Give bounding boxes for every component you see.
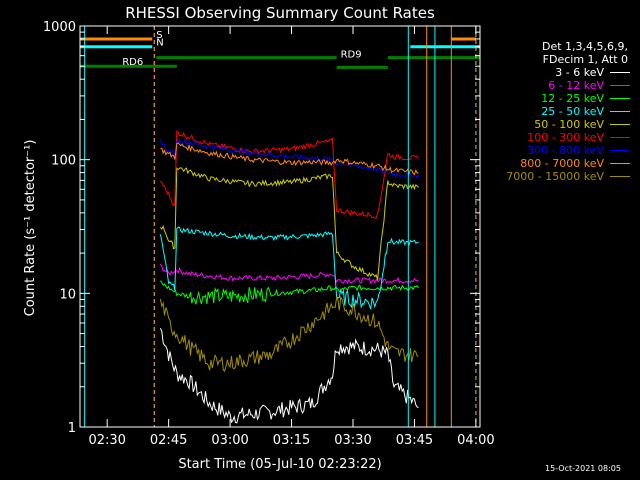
- legend-label-6: 300 - 800 keV: [527, 144, 604, 157]
- legend-label-2: 12 - 25 keV: [541, 92, 604, 105]
- legend-entry-1: 6 - 12 keV: [480, 79, 630, 92]
- x-tick-label-1: 02:45: [150, 433, 187, 448]
- series-line-1: [159, 263, 419, 285]
- legend-entry-7: 800 - 7000 keV: [480, 157, 630, 170]
- legend-entry-0: 3 - 6 keV: [480, 66, 630, 79]
- flag-label-s: S: [156, 30, 162, 41]
- y-axis-label: Count Rate (s⁻¹ detector⁻¹): [23, 140, 38, 317]
- footer-timestamp: 15-Oct-2021 08:05: [545, 464, 621, 473]
- legend: Det 1,3,4,5,6,9, FDecim 1, Att 0 3 - 6 k…: [480, 40, 630, 183]
- flag-label-rd6: RD6: [122, 57, 143, 68]
- y-tick-label-2: 100: [51, 154, 76, 169]
- x-tick-label-5: 03:45: [396, 433, 433, 448]
- legend-swatch-7: [610, 163, 630, 164]
- series-line-2: [159, 280, 419, 305]
- series-line-7: [160, 142, 419, 176]
- legend-swatch-8: [610, 176, 630, 177]
- legend-label-7: 800 - 7000 keV: [520, 157, 604, 170]
- chart-title: RHESSI Observing Summary Count Rates: [125, 4, 435, 22]
- legend-entry-8: 7000 - 15000 keV: [480, 170, 630, 183]
- x-tick-label-6: 04:00: [457, 433, 494, 448]
- flag-label-rd9: RD9: [341, 50, 362, 61]
- legend-label-0: 3 - 6 keV: [555, 66, 604, 79]
- series-line-6: [159, 137, 419, 180]
- legend-swatch-3: [610, 111, 630, 112]
- x-tick-label-2: 03:00: [211, 433, 248, 448]
- series-line-4: [159, 167, 419, 281]
- x-tick-label-0: 02:30: [88, 433, 125, 448]
- legend-label-5: 100 - 300 keV: [527, 131, 604, 144]
- legend-swatch-4: [610, 124, 630, 125]
- y-tick-label-3: 1000: [43, 20, 76, 35]
- legend-title-1: Det 1,3,4,5,6,9,: [541, 40, 628, 53]
- legend-entry-5: 100 - 300 keV: [480, 131, 630, 144]
- series-line-8: [159, 295, 419, 373]
- plot-frame: [79, 25, 481, 428]
- legend-swatch-0: [610, 72, 630, 73]
- x-tick-label-3: 03:15: [273, 433, 310, 448]
- legend-entry-6: 300 - 800 keV: [480, 144, 630, 157]
- flag-label-n: N: [156, 38, 163, 49]
- legend-label-1: 6 - 12 keV: [548, 79, 604, 92]
- legend-swatch-1: [610, 85, 630, 86]
- series-line-5: [160, 130, 419, 219]
- x-axis-label: Start Time (05-Jul-10 02:23:22): [178, 457, 381, 472]
- x-tick-label-4: 03:30: [334, 433, 371, 448]
- legend-title-2: FDecim 1, Att 0: [542, 53, 628, 66]
- legend-swatch-5: [610, 137, 630, 138]
- legend-label-8: 7000 - 15000 keV: [506, 170, 604, 183]
- legend-swatch-2: [610, 98, 630, 99]
- legend-label-3: 25 - 50 keV: [541, 105, 604, 118]
- legend-swatch-6: [610, 150, 630, 151]
- legend-entry-3: 25 - 50 keV: [480, 105, 630, 118]
- legend-entry-4: 50 - 100 keV: [480, 118, 630, 131]
- series-line-3: [159, 226, 419, 310]
- legend-entry-2: 12 - 25 keV: [480, 92, 630, 105]
- series-line-0: [159, 327, 419, 424]
- y-tick-label-0: 1: [68, 421, 76, 436]
- y-tick-label-1: 10: [59, 287, 76, 302]
- legend-label-4: 50 - 100 keV: [534, 118, 604, 131]
